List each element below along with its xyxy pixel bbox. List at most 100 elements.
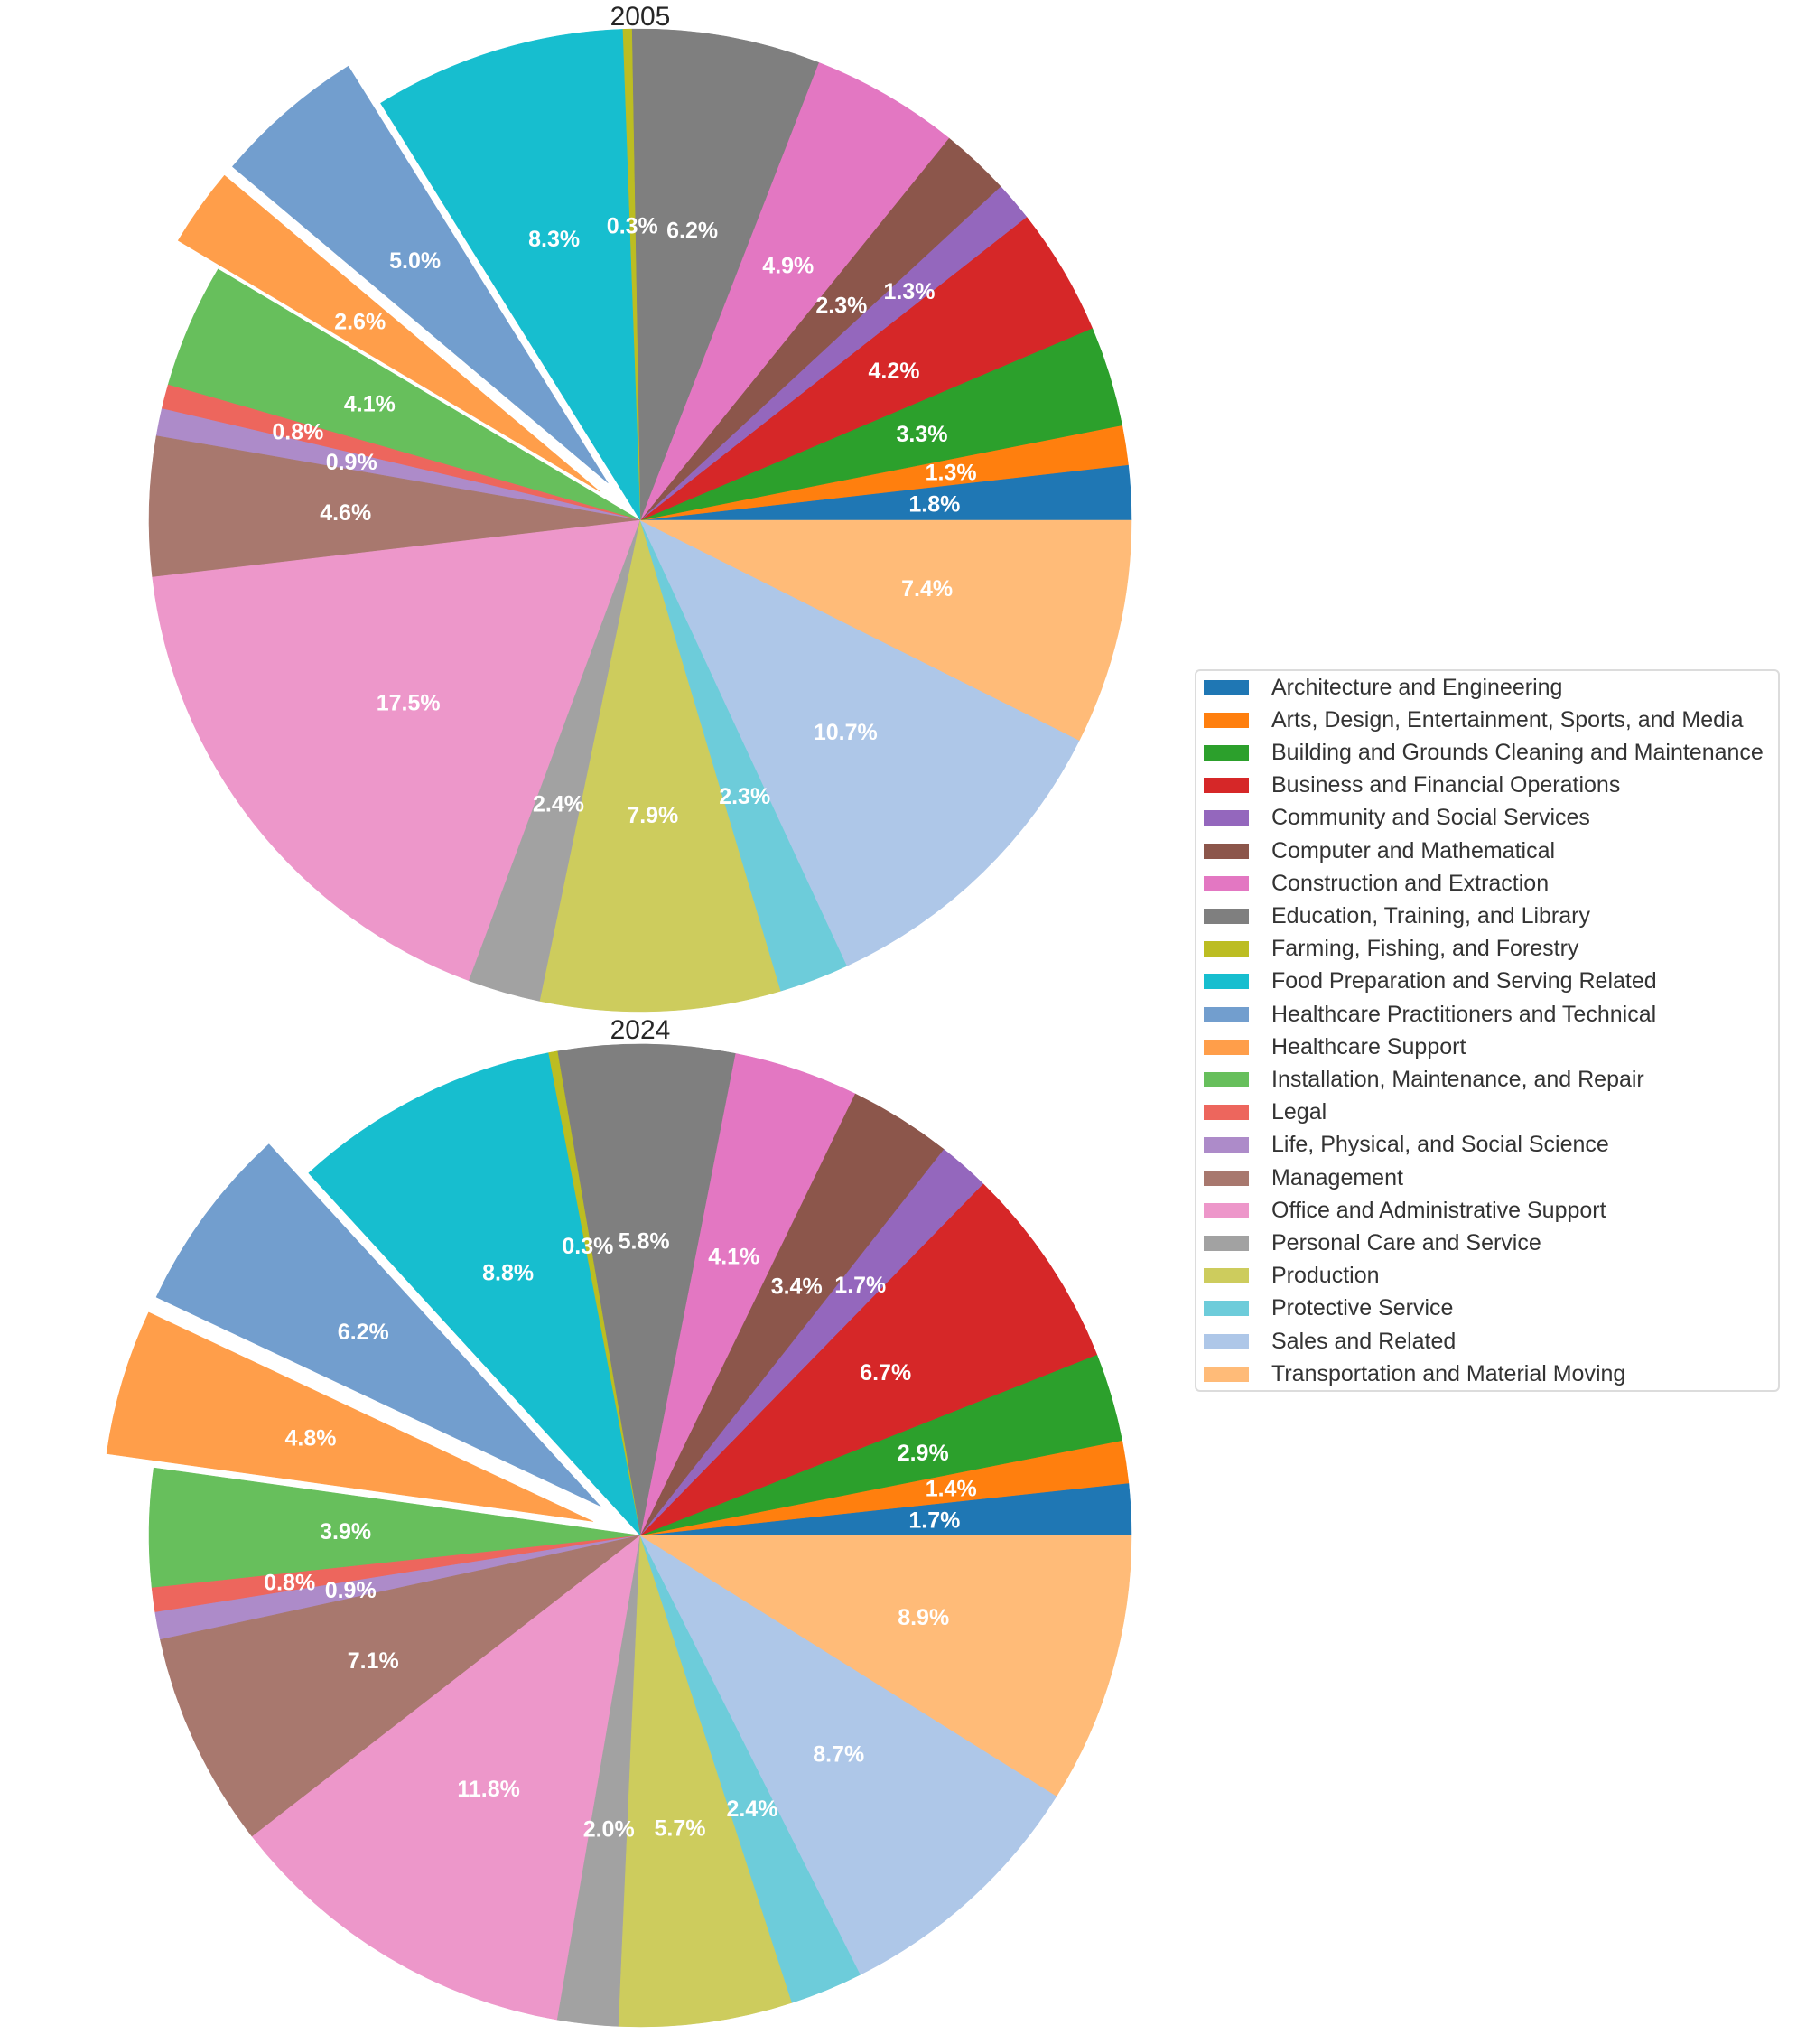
legend-swatch xyxy=(1204,1039,1249,1055)
pie-slice-2024-sales-and-related xyxy=(639,1535,1057,1975)
legend-swatch xyxy=(1204,810,1249,826)
legend-item-transportation-and-material-moving: Transportation and Material Moving xyxy=(1204,1360,1625,1387)
legend-label: Office and Administrative Support xyxy=(1271,1197,1606,1223)
legend-item-business-and-financial-operations: Business and Financial Operations xyxy=(1204,772,1620,799)
legend-item-healthcare-practitioners-and-technical: Healthcare Practitioners and Technical xyxy=(1204,1001,1656,1028)
pie-slice-2024-transportation-and-material-moving xyxy=(639,1535,1132,1797)
pct-label-2024-protective-service: 2.4% xyxy=(727,1797,778,1822)
legend-item-management: Management xyxy=(1204,1164,1403,1191)
pct-label-2024-personal-care-and-service: 2.0% xyxy=(583,1817,635,1843)
legend-item-life-physical-and-social-science: Life, Physical, and Social Science xyxy=(1204,1132,1609,1159)
legend-label: Computer and Mathematical xyxy=(1271,837,1556,863)
legend-swatch xyxy=(1204,1170,1249,1186)
legend-swatch xyxy=(1204,875,1249,891)
legend-label: Personal Care and Service xyxy=(1271,1229,1541,1255)
pct-label-2024-building-and-grounds-cleaning-and-maintenance: 2.9% xyxy=(898,1441,949,1466)
legend-item-community-and-social-services: Community and Social Services xyxy=(1204,805,1590,832)
legend-item-protective-service: Protective Service xyxy=(1204,1295,1453,1322)
pct-label-2024-business-and-financial-operations: 6.7% xyxy=(860,1360,911,1386)
pie-slice-2005-food-preparation-and-serving-related xyxy=(380,29,641,521)
pct-label-2005-farming-fishing-and-forestry: 0.3% xyxy=(607,214,658,239)
pie-title-2024: 2024 xyxy=(610,1015,671,1045)
pie-slice-2005-production xyxy=(539,519,782,1013)
pct-label-2005-protective-service: 2.3% xyxy=(719,784,770,809)
pie-slice-2005-construction-and-extraction xyxy=(639,61,950,521)
pie-slice-2005-sales-and-related xyxy=(639,519,1080,966)
pct-label-2024-transportation-and-material-moving: 8.9% xyxy=(898,1605,949,1630)
pct-label-2005-installation-maintenance-and-repair: 4.1% xyxy=(344,392,396,417)
legend-swatch xyxy=(1204,679,1249,695)
legend-label: Life, Physical, and Social Science xyxy=(1271,1132,1609,1158)
pct-label-2005-production: 7.9% xyxy=(627,803,678,828)
legend-label: Healthcare Support xyxy=(1271,1033,1466,1059)
pct-label-2005-personal-care-and-service: 2.4% xyxy=(533,792,584,817)
pct-label-2024-office-and-administrative-support: 11.8% xyxy=(457,1777,520,1802)
legend-swatch xyxy=(1204,1202,1249,1218)
pct-label-2005-sales-and-related: 10.7% xyxy=(814,720,878,745)
legend-item-farming-fishing-and-forestry: Farming, Fishing, and Forestry xyxy=(1204,936,1578,963)
legend-item-building-and-grounds-cleaning-and-maintenance: Building and Grounds Cleaning and Mainte… xyxy=(1204,739,1764,766)
pct-label-2024-life-physical-and-social-science: 0.9% xyxy=(325,1578,377,1603)
pct-label-2005-architecture-and-engineering: 1.8% xyxy=(908,492,960,518)
pie-slice-2024-healthcare-practitioners-and-technical xyxy=(155,1143,601,1507)
pct-label-2005-building-and-grounds-cleaning-and-maintenance: 3.3% xyxy=(897,422,948,447)
pie-2024 xyxy=(106,1043,1132,2028)
pie-slice-2024-business-and-financial-operations xyxy=(639,1183,1098,1536)
legend-swatch xyxy=(1204,1268,1249,1284)
pct-label-2024-arts-design-entertainment-sports-and-media: 1.4% xyxy=(926,1477,977,1502)
pct-label-2005-community-and-social-services: 1.3% xyxy=(884,279,936,304)
pct-label-2005-transportation-and-material-moving: 7.4% xyxy=(901,576,953,602)
pct-label-2005-business-and-financial-operations: 4.2% xyxy=(869,359,920,384)
legend-label: Construction and Extraction xyxy=(1271,870,1550,896)
pie-title-2005: 2005 xyxy=(610,2,671,32)
legend-item-arts-design-entertainment-sports-and-media: Arts, Design, Entertainment, Sports, and… xyxy=(1204,706,1743,733)
legend-swatch xyxy=(1204,1105,1249,1121)
legend-item-personal-care-and-service: Personal Care and Service xyxy=(1204,1229,1541,1256)
legend-item-computer-and-mathematical: Computer and Mathematical xyxy=(1204,837,1555,864)
legend-swatch xyxy=(1204,744,1249,761)
legend-item-office-and-administrative-support: Office and Administrative Support xyxy=(1204,1197,1606,1224)
pct-label-2024-community-and-social-services: 1.7% xyxy=(834,1273,886,1298)
legend-swatch xyxy=(1204,908,1249,924)
pct-label-2005-office-and-administrative-support: 17.5% xyxy=(377,691,441,716)
legend-swatch xyxy=(1204,843,1249,859)
legend-label: Business and Financial Operations xyxy=(1271,772,1621,798)
legend-item-architecture-and-engineering: Architecture and Engineering xyxy=(1204,674,1562,701)
pie-slice-2024-education-training-and-library xyxy=(556,1043,736,1536)
legend-label: Architecture and Engineering xyxy=(1271,674,1563,700)
legend-swatch xyxy=(1204,1137,1249,1153)
pie-2005 xyxy=(148,28,1132,1013)
legend-label: Community and Social Services xyxy=(1271,805,1590,831)
legend-item-education-training-and-library: Education, Training, and Library xyxy=(1204,902,1590,929)
legend: Architecture and Engineering Arts, Design… xyxy=(1195,669,1780,1392)
pct-label-2005-arts-design-entertainment-sports-and-media: 1.3% xyxy=(926,461,977,486)
legend-item-installation-maintenance-and-repair: Installation, Maintenance, and Repair xyxy=(1204,1066,1644,1093)
pct-label-2024-healthcare-support: 4.8% xyxy=(285,1426,337,1451)
pie-slice-2024-production xyxy=(618,1535,793,2028)
pct-label-2005-life-physical-and-social-science: 0.9% xyxy=(326,450,377,475)
pie-labels-2005: 1.8%1.3%3.3%4.2%1.3%2.3%4.9%6.2%0.3%8.3%… xyxy=(272,214,976,828)
legend-label: Installation, Maintenance, and Repair xyxy=(1271,1066,1644,1092)
pct-label-2005-legal: 0.8% xyxy=(272,420,323,445)
legend-swatch xyxy=(1204,1235,1249,1251)
pct-label-2024-construction-and-extraction: 4.1% xyxy=(708,1245,759,1270)
legend-swatch xyxy=(1204,1301,1249,1317)
legend-label: Education, Training, and Library xyxy=(1271,902,1590,929)
legend-swatch xyxy=(1204,1333,1249,1349)
pct-label-2024-production: 5.7% xyxy=(655,1815,706,1841)
legend-label: Building and Grounds Cleaning and Mainte… xyxy=(1271,739,1764,765)
pie-slice-2005-management xyxy=(148,435,641,578)
legend-label: Management xyxy=(1271,1164,1403,1190)
pct-label-2005-computer-and-mathematical: 2.3% xyxy=(815,294,867,319)
legend-label: Farming, Fishing, and Forestry xyxy=(1271,936,1579,962)
legend-label: Legal xyxy=(1271,1099,1327,1125)
pct-label-2024-education-training-and-library: 5.8% xyxy=(619,1229,670,1255)
pct-label-2024-installation-maintenance-and-repair: 3.9% xyxy=(320,1519,371,1545)
pie-slice-2005-healthcare-practitioners-and-technical xyxy=(231,65,609,484)
pie-slice-2024-food-preparation-and-serving-related xyxy=(308,1052,641,1536)
pie-labels-2024: 1.7% 1.4% 2.9% 6.7% 1.7% 3.4% 4.1% 5.8%0.3% 8.8%… xyxy=(264,1229,976,1843)
pct-label-2024-management: 7.1% xyxy=(348,1648,399,1674)
pie-slice-2005-education-training-and-library xyxy=(631,28,820,521)
pct-label-2005-management: 4.6% xyxy=(320,500,371,526)
